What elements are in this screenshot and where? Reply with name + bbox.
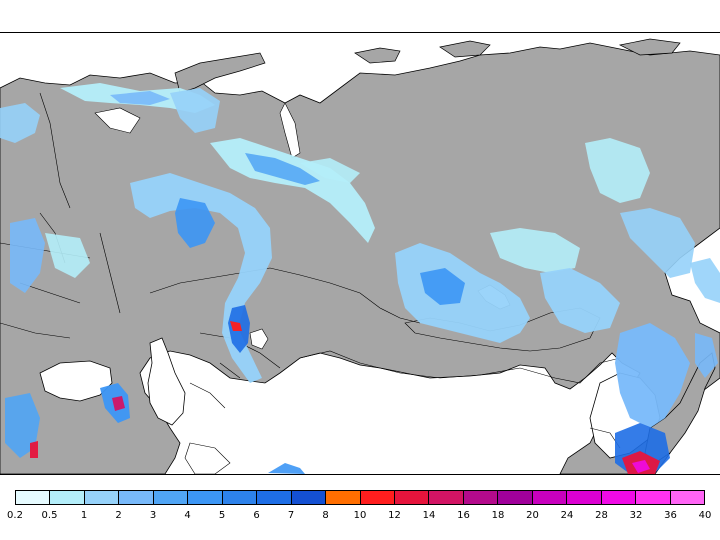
- precip-iran: [268, 463, 305, 474]
- precip-europe-northwest: [0, 103, 40, 143]
- color-swatch: [463, 491, 499, 504]
- color-swatch: [601, 491, 637, 504]
- color-swatch: [222, 491, 258, 504]
- scale-tick-label: 12: [388, 510, 401, 521]
- precip-urals-core: [175, 198, 215, 248]
- precipitation-layer: [0, 83, 720, 474]
- precip-urals-red-cell: [230, 321, 242, 331]
- color-swatch: [257, 491, 292, 504]
- color-swatch: [567, 491, 602, 504]
- color-swatch: [188, 491, 223, 504]
- precip-central-siberia: [490, 228, 580, 273]
- precip-east-siberia: [620, 208, 695, 278]
- color-swatch: [84, 491, 120, 504]
- caspian-sea: [147, 337, 186, 426]
- precip-balkans-red: [30, 441, 38, 458]
- precip-baltic: [45, 233, 90, 278]
- color-scale-bar: [15, 490, 705, 505]
- color-swatch: [532, 491, 568, 504]
- persian-gulf: [184, 442, 231, 474]
- color-swatch: [326, 491, 361, 504]
- precip-yakutia: [585, 138, 650, 203]
- precip-kola: [170, 88, 220, 133]
- precip-yamal-core: [245, 153, 320, 185]
- color-swatch: [291, 491, 327, 504]
- scale-tick-label: 6: [253, 510, 260, 521]
- novaya-zemlya: [174, 52, 266, 94]
- color-swatch: [636, 491, 671, 504]
- color-swatch: [360, 491, 395, 504]
- scale-tick-label: 32: [629, 510, 643, 521]
- map-canvas: [0, 38, 720, 474]
- precip-balkans: [5, 393, 40, 458]
- white-sea: [94, 107, 141, 134]
- precip-caucasus-red: [112, 396, 125, 411]
- precipitation-map: [0, 32, 720, 475]
- scale-tick-label: 16: [457, 510, 470, 521]
- color-swatch: [153, 491, 189, 504]
- color-scale-ticks: 0.2 0.5 1 2 3 4 5 6 7 8 10 12 14 16 18 20 24 28 32 36 40: [7, 510, 711, 524]
- scale-tick-label: 24: [560, 510, 574, 521]
- scale-tick-label: 10: [353, 510, 367, 521]
- scale-tick-label: 0.5: [41, 510, 58, 521]
- scale-tick-label: 14: [422, 510, 436, 521]
- color-swatch: [394, 491, 430, 504]
- northeast-islands: [618, 38, 681, 56]
- scale-tick-label: 36: [664, 510, 677, 521]
- precip-baikal-core: [420, 268, 465, 305]
- scandinavia-border: [39, 92, 71, 209]
- precip-far-east: [615, 323, 690, 428]
- precip-far-east-pink: [632, 460, 650, 473]
- color-swatch: [498, 491, 533, 504]
- europe-borders: [0, 212, 121, 339]
- scale-tick-label: 7: [287, 510, 295, 521]
- color-swatch: [50, 491, 85, 504]
- precip-west-siberia: [300, 158, 360, 183]
- russia-kazakhstan-border: [149, 267, 421, 324]
- scale-tick-label: 40: [698, 510, 712, 521]
- severnaya-zemlya: [439, 40, 491, 58]
- taymyr-island: [354, 47, 401, 64]
- scale-tick-label: 18: [491, 510, 505, 521]
- color-swatch: [670, 491, 705, 504]
- precip-kamchatka: [690, 258, 720, 303]
- precip-europe-west: [10, 218, 45, 293]
- precip-sakhalin: [695, 333, 718, 378]
- color-legend: 0.2 0.5 1 2 3 4 5 6 7 8 10 12 14 16 18 20 24 28 32 36 40: [7, 490, 711, 530]
- precip-amur: [540, 268, 620, 333]
- aral-sea: [249, 328, 269, 350]
- scale-tick-label: 2: [115, 510, 122, 521]
- scale-tick-label: 0.2: [7, 510, 23, 521]
- color-swatch: [119, 491, 154, 504]
- scale-tick-label: 20: [526, 510, 539, 521]
- scale-tick-label: 4: [184, 510, 191, 521]
- scale-tick-label: 1: [80, 510, 88, 521]
- china-border: [299, 350, 621, 384]
- scale-tick-label: 5: [218, 510, 226, 521]
- country-borders: [0, 92, 621, 449]
- color-swatch: [429, 491, 464, 504]
- color-swatch: [16, 491, 51, 504]
- scale-tick-label: 8: [322, 510, 329, 521]
- precip-barents-core: [110, 91, 170, 105]
- scale-tick-label: 3: [149, 510, 157, 521]
- scale-tick-label: 28: [595, 510, 608, 521]
